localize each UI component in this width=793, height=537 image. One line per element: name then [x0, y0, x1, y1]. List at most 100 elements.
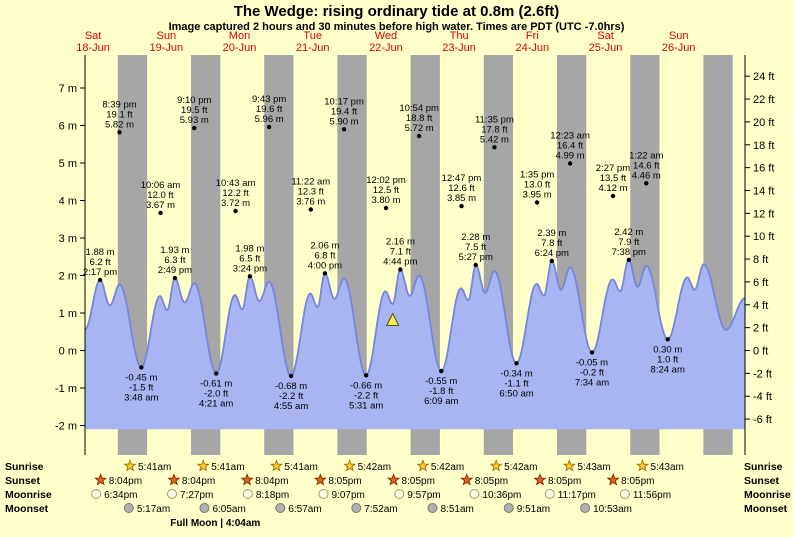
tide-event-label: 2.28 m [461, 232, 490, 243]
right-axis-label: -6 ft [753, 414, 772, 426]
tide-event-label: 4:00 pm [308, 260, 342, 271]
sunset-star-icon [167, 473, 181, 486]
tide-event-label: 18.8 ft [406, 113, 433, 124]
astro-row-label-right: Moonset [744, 503, 788, 515]
day-name-label: Sat [597, 30, 614, 42]
left-axis-label: 6 m [59, 121, 77, 133]
astro-event-time: 8:04pm [182, 476, 215, 487]
tide-event-label: 9:43 pm [252, 94, 286, 105]
tide-event-label: -1.1 ft [504, 378, 529, 389]
day-name-label: Wed [375, 30, 397, 42]
astro-row-label-right: Sunrise [744, 461, 783, 473]
tide-event-dot [416, 133, 422, 139]
astro-event-time: 8:05pm [548, 476, 581, 487]
tide-event-label: 19.1 ft [106, 109, 133, 120]
tide-event-label: -2.2 ft [354, 390, 379, 401]
tide-event-dot [398, 267, 403, 272]
tide-event-label: 19.5 ft [181, 105, 208, 116]
tide-event-label: 12.6 ft [448, 183, 475, 194]
tide-event-dot [549, 258, 554, 264]
astro-row-label-left: Moonrise [5, 489, 52, 501]
astro-event-time: 6:57am [288, 504, 321, 515]
tide-event-dot [567, 161, 573, 166]
day-date-label: 21-Jun [296, 42, 330, 54]
tide-event-dot [117, 130, 122, 135]
tide-event-label: 2:27 pm [596, 163, 630, 174]
left-axis-label: 7 m [59, 83, 77, 95]
tide-event-dot [610, 193, 616, 199]
astro-event-time: 7:52am [364, 504, 397, 515]
current-tide-marker [385, 312, 400, 326]
right-axis-label: 6 ft [753, 277, 768, 289]
astro-event-time: 8:04pm [255, 476, 288, 487]
tide-event-dot [139, 365, 144, 370]
tide-event-label: -0.66 m [350, 380, 382, 391]
moonrise-circle-icon [91, 489, 102, 499]
tide-event-label: -0.68 m [275, 381, 307, 392]
tide-event-label: 1.98 m [235, 243, 264, 254]
astro-event-time: 7:27pm [180, 490, 213, 501]
moonset-circle-icon [580, 503, 591, 513]
tide-event-dot [97, 277, 103, 283]
tide-event-dot [644, 181, 649, 186]
tide-event-label: -1.5 ft [129, 382, 154, 393]
tide-event-label: 8:39 pm [102, 99, 136, 110]
sunset-star-icon [313, 473, 327, 486]
day-date-label: 25-Jun [589, 42, 623, 54]
astro-row-label-left: Sunset [5, 475, 41, 487]
tide-event-dot [214, 371, 219, 376]
tide-event-label: 10:43 am [216, 178, 256, 189]
tide-event-label: -2.0 ft [204, 388, 229, 399]
tide-event-label: 9:10 pm [177, 95, 211, 106]
right-axis-label: 24 ft [753, 71, 774, 83]
tide-event-label: 12.5 ft [373, 185, 400, 196]
tide-event-label: 2.06 m [310, 240, 339, 251]
right-axis-label: 12 ft [753, 208, 774, 220]
tide-event-label: 1:22 am [629, 150, 663, 161]
tide-event-label: -1.8 ft [429, 386, 454, 397]
tide-event-label: 3.67 m [146, 200, 175, 211]
tide-event-label: 3.72 m [221, 198, 250, 209]
astro-event-time: 8:05pm [621, 476, 654, 487]
tide-event-label: -0.2 ft [580, 367, 605, 378]
astro-event-time: 8:51am [440, 504, 473, 515]
left-axis-label: 0 m [59, 346, 77, 358]
sunset-star-icon [533, 473, 547, 486]
tide-event-label: 2:17 pm [83, 267, 117, 278]
moonrise-circle-icon [318, 489, 329, 499]
moonrise-circle-icon [242, 489, 253, 499]
tide-event-label: 1.93 m [160, 245, 189, 256]
left-axis-label: 2 m [59, 271, 77, 283]
moonset-circle-icon [199, 503, 210, 513]
tide-wave-area [85, 259, 745, 430]
tide-event-label: 1.88 m [86, 247, 115, 258]
day-name-label: Thu [450, 30, 469, 42]
astro-event-time: 8:05pm [475, 476, 508, 487]
astro-event-time: 8:05pm [328, 476, 361, 487]
tide-event-dot [322, 271, 328, 276]
tide-event-label: 5:27 pm [459, 252, 493, 263]
moonset-circle-icon [275, 503, 286, 513]
tide-event-label: 2:49 pm [158, 265, 192, 276]
astro-event-time: 8:05pm [402, 476, 435, 487]
astro-event-time: 5:42am [504, 462, 537, 473]
tide-event-label: 7.8 ft [541, 238, 562, 249]
tide-event-label: 19.6 ft [256, 104, 283, 115]
tide-event-label: 10:54 pm [399, 103, 439, 114]
tide-event-label: 7:38 pm [612, 247, 646, 258]
astro-row-label-left: Moonset [5, 503, 49, 515]
astro-event-time: 5:43am [651, 462, 684, 473]
left-axis-label: 4 m [59, 196, 77, 208]
astro-event-time: 11:56pm [633, 490, 671, 501]
day-date-label: 18-Jun [76, 42, 110, 54]
moonset-circle-icon [503, 503, 514, 513]
tide-event-label: 12.2 ft [222, 188, 249, 199]
right-axis-label: 0 ft [753, 346, 768, 358]
sunset-star-icon [94, 473, 108, 486]
tide-event-dot [626, 257, 631, 262]
right-axis-label: 16 ft [753, 163, 774, 175]
day-name-label: Sun [157, 30, 177, 42]
tide-event-dot [459, 203, 464, 209]
astro-event-time: 5:41am [211, 462, 244, 473]
moonset-circle-icon [351, 503, 362, 513]
